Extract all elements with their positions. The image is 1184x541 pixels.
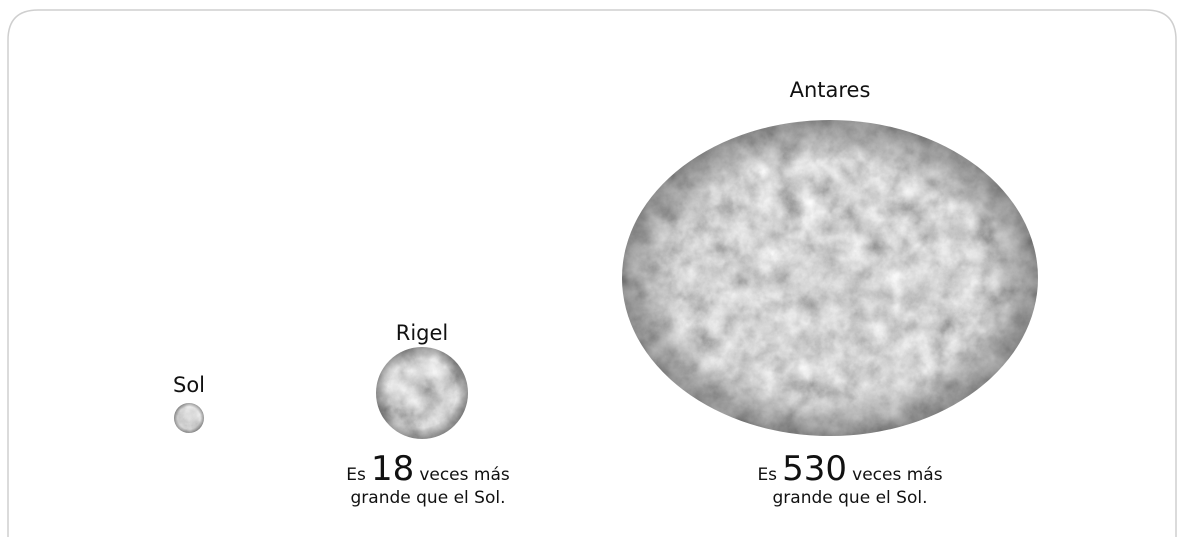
caption-prefix: Es bbox=[757, 465, 777, 485]
caption-prefix: Es bbox=[346, 465, 366, 485]
caption-line2: grande que el Sol. bbox=[773, 488, 928, 508]
caption-line1: Es 530 veces más bbox=[757, 449, 942, 489]
star-shade bbox=[174, 403, 204, 433]
star-label: Antares bbox=[790, 78, 871, 102]
star-label: Rigel bbox=[396, 321, 449, 345]
caption-line2: grande que el Sol. bbox=[351, 488, 506, 508]
caption-suffix: veces más bbox=[419, 465, 510, 485]
star-shade bbox=[376, 347, 468, 439]
caption-number: 530 bbox=[782, 449, 847, 489]
star-label: Sol bbox=[173, 373, 205, 397]
caption-line1: Es 18 veces más bbox=[346, 449, 510, 489]
caption-number: 18 bbox=[371, 449, 414, 489]
star-shade bbox=[622, 120, 1038, 436]
frame bbox=[7, 9, 1177, 537]
caption-suffix: veces más bbox=[852, 465, 943, 485]
